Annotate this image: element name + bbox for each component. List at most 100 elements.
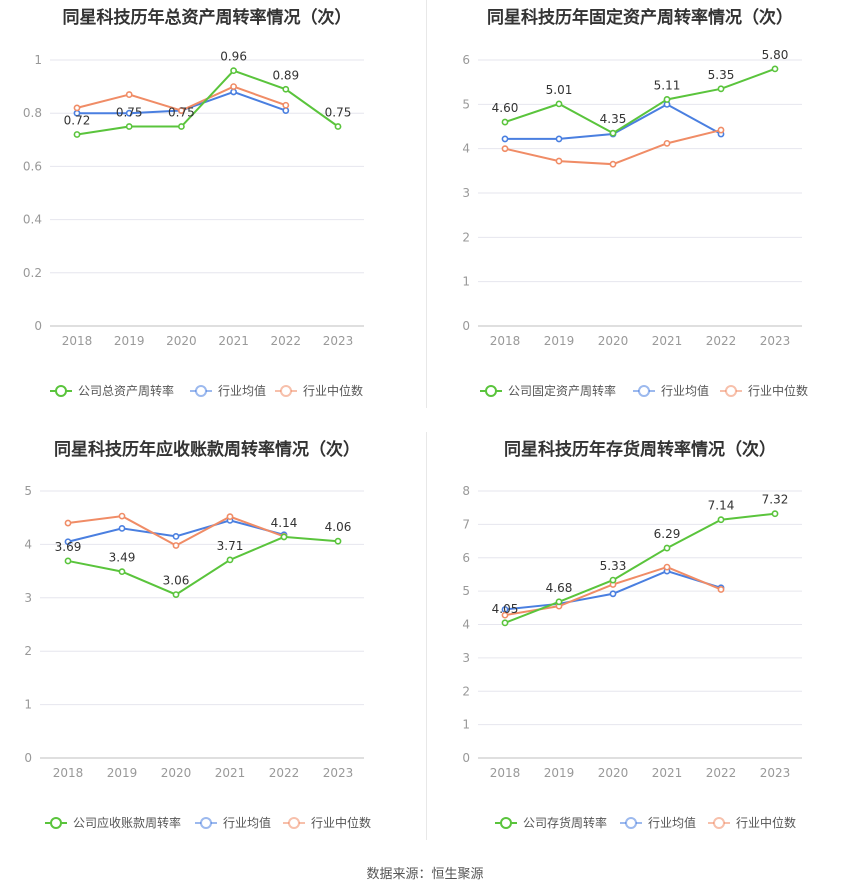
legend-marker-industry_avg <box>195 385 207 397</box>
data-label: 6.29 <box>654 527 681 541</box>
data-label: 3.71 <box>217 539 244 553</box>
y-tick-label: 5 <box>24 484 32 498</box>
data-point-company <box>282 85 290 93</box>
data-label: 4.06 <box>325 520 352 534</box>
data-label: 4.60 <box>492 101 519 115</box>
data-label: 0.75 <box>116 106 143 120</box>
y-tick-label: 8 <box>462 484 470 498</box>
legend-marker-industry_median <box>280 385 292 397</box>
x-tick-label: 2019 <box>544 766 575 780</box>
data-point-company <box>609 576 617 584</box>
legend-label-industry_median: 行业中位数 <box>311 815 371 830</box>
y-tick-label: 0 <box>34 319 42 333</box>
data-label: 4.68 <box>546 581 573 595</box>
data-point-company <box>230 67 237 75</box>
data-point-industry_avg <box>555 135 563 143</box>
series-line-industry_median <box>67 515 285 547</box>
data-source-note: 数据来源：恒生聚源 <box>366 867 484 882</box>
legend-label-industry_median: 行业中位数 <box>748 383 808 398</box>
data-point-industry_median <box>501 611 509 619</box>
data-point-company <box>771 65 779 73</box>
y-tick-label: 4 <box>462 142 470 156</box>
x-tick-label: 2023 <box>323 766 354 780</box>
x-tick-label: 2018 <box>62 334 93 348</box>
y-tick-label: 4 <box>24 537 32 551</box>
data-label: 0.75 <box>325 106 352 120</box>
data-point-company <box>663 544 671 552</box>
y-tick-label: 3 <box>24 591 32 605</box>
y-tick-label: 0 <box>462 751 470 765</box>
data-point-industry_median <box>226 513 234 521</box>
data-point-industry_avg <box>230 88 237 96</box>
x-tick-label: 2018 <box>490 766 521 780</box>
data-point-company <box>334 537 342 545</box>
chart-title-total-asset-turnover: 同星科技历年总资产周转率情况（次） <box>62 8 352 28</box>
x-tick-label: 2021 <box>652 766 683 780</box>
y-tick-label: 7 <box>462 517 470 531</box>
data-point-company <box>609 129 617 137</box>
data-label: 5.33 <box>600 559 627 573</box>
data-point-industry_avg <box>172 532 180 540</box>
y-tick-label: 0.2 <box>23 266 42 280</box>
legend-marker-industry_avg <box>638 385 650 397</box>
series-line-company <box>76 69 339 136</box>
y-tick-label: 1 <box>34 53 42 67</box>
x-tick-label: 2022 <box>269 766 300 780</box>
data-point-industry_avg <box>609 590 617 598</box>
x-tick-label: 2020 <box>166 334 197 348</box>
y-tick-label: 0 <box>24 751 32 765</box>
data-point-industry_median <box>172 542 180 549</box>
data-label: 4.05 <box>492 602 519 616</box>
x-tick-label: 2022 <box>706 766 737 780</box>
legend-marker-industry_median <box>288 817 300 829</box>
data-label: 5.11 <box>654 78 681 92</box>
data-point-industry_median <box>230 83 237 90</box>
data-label: 0.75 <box>168 106 195 120</box>
data-point-company <box>125 123 133 130</box>
data-label: 4.35 <box>600 112 627 126</box>
series-line-company <box>67 535 339 596</box>
y-tick-label: 4 <box>462 618 470 632</box>
x-tick-label: 2022 <box>706 334 737 348</box>
data-point-company <box>555 598 563 606</box>
y-tick-label: 2 <box>24 644 32 658</box>
data-point-industry_avg <box>118 524 126 532</box>
chart-title-receivables-turnover: 同星科技历年应收账款周转率情况（次） <box>54 440 360 460</box>
x-tick-label: 2020 <box>598 334 629 348</box>
legend-label-industry_median: 行业中位数 <box>303 383 363 398</box>
y-tick-label: 0.8 <box>23 106 42 120</box>
data-point-company <box>771 510 779 518</box>
data-point-company <box>226 556 234 564</box>
legend-marker-company <box>55 385 67 397</box>
data-point-company <box>118 568 126 576</box>
data-point-industry_avg <box>282 107 290 114</box>
legend-label-industry_avg: 行业均值 <box>218 383 266 398</box>
legend-marker-industry_avg <box>200 817 212 829</box>
x-tick-label: 2021 <box>215 766 246 780</box>
x-tick-label: 2023 <box>323 334 354 348</box>
data-point-company <box>555 100 563 108</box>
data-point-industry_avg <box>125 109 133 117</box>
x-tick-label: 2018 <box>490 334 521 348</box>
legend-label-industry_avg: 行业均值 <box>223 815 271 830</box>
data-point-company <box>177 123 185 130</box>
x-tick-label: 2022 <box>271 334 302 348</box>
series-line-company <box>504 67 776 135</box>
x-tick-label: 2020 <box>598 766 629 780</box>
data-point-industry_median <box>663 139 671 147</box>
data-point-industry_median <box>663 563 671 571</box>
data-label: 0.96 <box>220 50 247 64</box>
data-point-company <box>717 516 725 524</box>
x-tick-label: 2019 <box>544 334 575 348</box>
data-label: 5.80 <box>762 48 789 62</box>
data-point-company <box>334 123 342 130</box>
legend-marker-company <box>500 817 512 829</box>
y-tick-label: 6 <box>462 551 470 565</box>
legend-label-company: 公司存货周转率 <box>523 815 607 830</box>
x-tick-label: 2020 <box>161 766 192 780</box>
legend-label-industry_median: 行业中位数 <box>736 815 796 830</box>
series-line-company <box>504 512 776 624</box>
panel-divider-bottom <box>426 432 427 840</box>
x-tick-label: 2018 <box>53 766 84 780</box>
